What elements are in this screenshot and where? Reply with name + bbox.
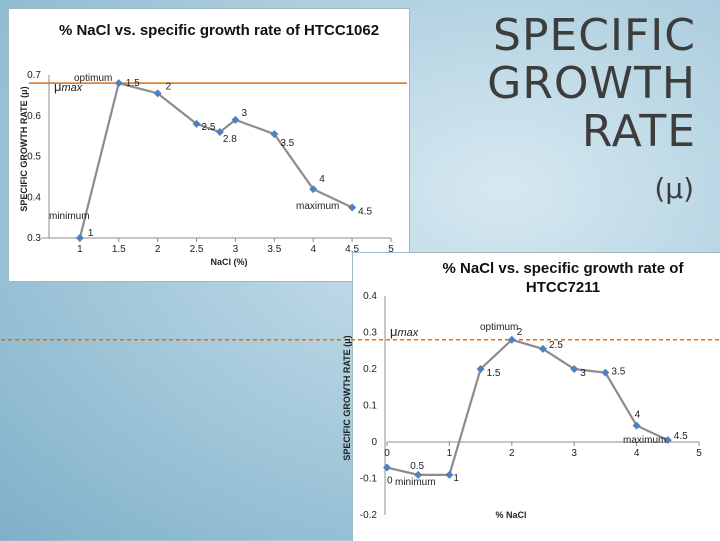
y-tick-label: 0 [371,437,377,448]
series-line [78,81,353,239]
data-label: 1.5 [126,78,140,89]
annotation-minimum: minimum [49,211,90,222]
x-tick-label: 1 [447,448,453,459]
slide-title-line-2: GROWTH [487,58,696,109]
data-point [414,470,423,479]
y-tick-label: -0.2 [360,510,378,521]
data-label: 1 [453,473,459,484]
chart-panel-htcc1062: % NaCl vs. specific growth rate of HTCC1… [8,8,410,282]
data-point [632,421,641,430]
data-point [153,89,162,98]
data-point [601,368,610,377]
y-tick-label: 0.4 [27,192,41,203]
y-tick-label: 0.3 [363,328,377,339]
chart-title-htcc7211: % NaCl vs. specific growth rate of HTCC7… [442,260,684,296]
y-axis-label: SPECIFIC GROWTH RATE (μ) [342,335,352,460]
data-point [309,185,318,194]
data-label: 4.5 [674,431,688,442]
y-tick-label: 0.2 [363,364,377,375]
data-label: 0 [387,476,393,487]
y-tick-label: 0.1 [363,401,377,412]
x-tick-label: 4.5 [345,244,359,255]
data-label: 2 [166,81,172,92]
y-tick-label: 0.3 [27,233,41,244]
data-point [75,234,84,242]
annotation-optimum: optimum [480,322,518,333]
x-axis-label: % NaCl [495,510,526,520]
x-tick-label: 2.5 [190,244,204,255]
mumax-label: μmax [390,324,419,339]
data-point [231,115,240,124]
data-label: 0.5 [410,461,424,472]
data-label: 4 [635,410,641,421]
y-tick-label: 0.4 [363,291,377,302]
x-tick-label: 1.5 [112,244,126,255]
x-tick-label: 2 [509,448,515,459]
mumax-label: μmax [54,79,83,94]
data-label: 3 [580,368,586,379]
data-label: 3.5 [280,138,294,149]
data-point [570,365,579,373]
annotation-maximum: maximum [623,435,666,446]
x-axis-label: NaCl (%) [210,257,247,267]
data-point [539,344,547,353]
chart-htcc7211: -0.2 -0.1 0 0.1 0.2 0.3 0.4 0 1 2 3 4 5 % NaCl SPECIFI… [1,291,720,521]
data-point [507,335,516,344]
y-tick-label: 0.5 [27,152,41,163]
x-tick-label: 5 [696,448,702,459]
max-subscript: max [398,327,419,339]
data-point [476,365,485,373]
y-tick-label: 0.6 [27,111,41,122]
slide-title-line-3: RATE [581,106,696,157]
data-point [348,203,357,212]
data-point [663,436,672,445]
data-label: 2.5 [202,122,216,133]
annotation-minimum: minimum [395,477,436,488]
data-point [114,79,123,88]
slide-title-line-1: SPECIFIC [493,10,696,61]
x-tick-label: 3 [233,244,239,255]
data-label: 3.5 [611,367,625,378]
series-line [386,338,669,476]
annotation-maximum: maximum [296,201,339,212]
x-tick-label: 2 [155,244,161,255]
annotation-optimum: optimum [74,73,112,84]
data-label: 4 [319,174,325,185]
chart-htcc1062: 0.3 0.4 0.5 0.6 0.7 1 1.5 2 2.5 3 3.5 4 4.5 5 NaCl (%)… [19,70,407,267]
data-label: 2.5 [549,340,563,351]
y-tick-label: 0.7 [27,70,41,81]
y-axis-label: SPECIFIC GROWTH RATE (μ) [19,86,29,211]
data-label: 2.8 [223,134,237,145]
max-subscript: max [62,82,83,94]
data-label: 1.5 [487,368,501,379]
data-label: 4.5 [358,206,372,217]
x-tick-label: 5 [388,244,394,255]
x-tick-label: 0 [384,448,390,459]
data-label: 3 [241,108,247,119]
data-point [383,463,391,472]
x-tick-label: 3 [571,448,577,459]
x-tick-label: 1 [77,244,83,255]
data-point [445,470,454,479]
data-point [215,128,224,137]
slide-subtitle: (μ) [654,172,694,205]
data-point [270,130,279,139]
y-tick-label: -0.1 [360,474,378,485]
chart-title-htcc1062: % NaCl vs. specific growth rate of HTCC1… [58,22,380,39]
data-point [192,119,201,128]
x-tick-label: 4 [634,448,640,459]
mu-symbol: μ [54,79,62,94]
chart-panel-htcc7211: % NaCl vs. specific growth rate of HTCC7… [1,252,720,541]
data-label: 2 [517,327,523,338]
mu-symbol: μ [390,324,398,339]
data-label: 1 [88,228,94,239]
x-tick-label: 3.5 [267,244,281,255]
x-tick-label: 4 [310,244,316,255]
slide-title: SPECIFIC GROWTH RATE [476,12,696,156]
